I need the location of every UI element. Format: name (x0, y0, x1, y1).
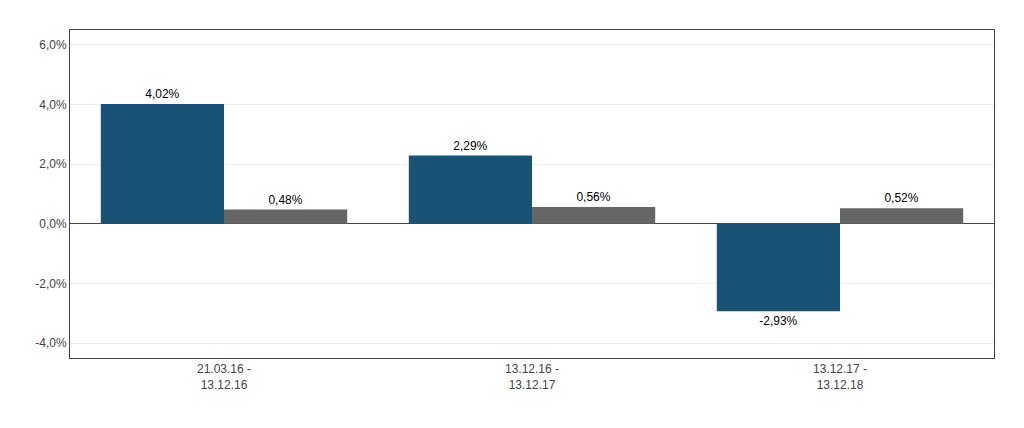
svg-text:4,0%: 4,0% (39, 98, 67, 112)
svg-text:0,48%: 0,48% (268, 193, 302, 207)
svg-text:2,29%: 2,29% (453, 139, 487, 153)
svg-text:6,0%: 6,0% (39, 38, 67, 52)
svg-text:-2,0%: -2,0% (35, 277, 67, 291)
svg-text:21.03.16 -13.12.16: 21.03.16 -13.12.16 (197, 362, 251, 392)
svg-text:0,56%: 0,56% (576, 190, 610, 204)
svg-text:-2,93%: -2,93% (759, 314, 797, 328)
svg-text:13.12.16 -13.12.17: 13.12.16 -13.12.17 (505, 362, 559, 392)
svg-text:4,02%: 4,02% (145, 87, 179, 101)
svg-text:0,0%: 0,0% (39, 217, 67, 231)
svg-text:2,0%: 2,0% (39, 157, 67, 171)
svg-text:-4,0%: -4,0% (35, 336, 67, 350)
svg-text:13.12.17 -13.12.18: 13.12.17 -13.12.18 (813, 362, 867, 392)
svg-text:0,52%: 0,52% (884, 191, 918, 205)
